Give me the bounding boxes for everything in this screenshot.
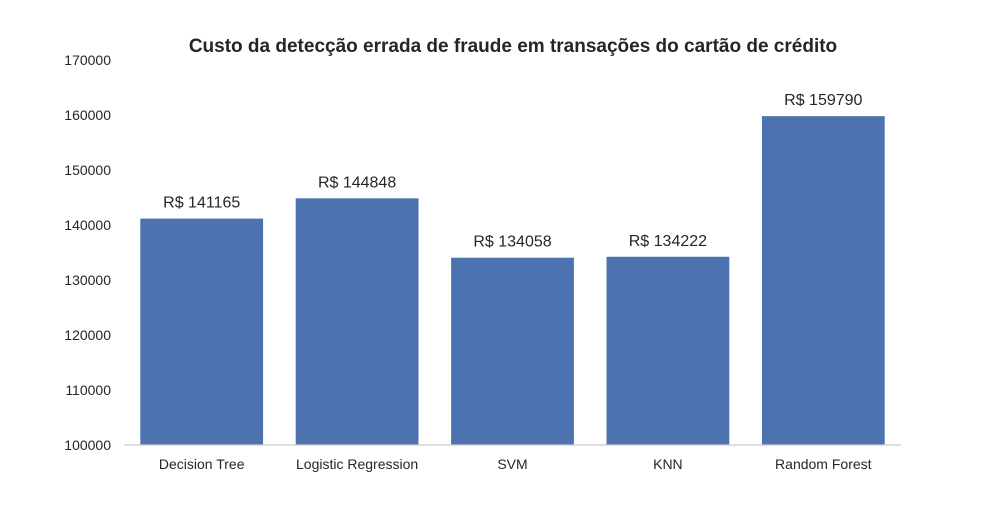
bar-value-label: R$ 141165 xyxy=(163,195,240,212)
x-tick-label: Decision Tree xyxy=(159,456,245,472)
bar-value-label: R$ 144848 xyxy=(318,174,396,191)
x-tick-label: SVM xyxy=(497,456,527,472)
y-tick-label: 150000 xyxy=(64,162,111,178)
y-tick-label: 130000 xyxy=(64,272,111,288)
y-tick-label: 120000 xyxy=(64,327,111,343)
y-tick-label: 160000 xyxy=(64,107,111,123)
bar xyxy=(140,218,264,445)
y-tick-label: 100000 xyxy=(64,437,111,453)
bar xyxy=(451,257,574,445)
bar-value-label: R$ 159790 xyxy=(784,92,862,109)
y-tick-label: 170000 xyxy=(64,52,111,68)
bar xyxy=(761,116,885,445)
x-axis-ticks: Decision Tree Logistic Regression SVM KNN Ra… xyxy=(159,456,872,472)
y-tick-label: 140000 xyxy=(64,217,111,233)
y-tick-label: 110000 xyxy=(65,382,111,398)
x-tick-label: Logistic Regression xyxy=(296,456,418,472)
bar xyxy=(295,198,419,445)
bar xyxy=(606,256,730,445)
x-tick-label: Random Forest xyxy=(775,456,872,472)
bars xyxy=(140,116,885,445)
chart-title: Custo da detecção errada de fraude em tr… xyxy=(189,36,837,57)
y-axis-ticks: 100000 110000 120000 130000 140000 150000 1600… xyxy=(64,52,111,453)
x-tick-label: KNN xyxy=(653,456,683,472)
data-labels: R$ 141165 R$ 144848 R$ 134058 R$ 134222 R$ 1… xyxy=(163,92,862,251)
bar-value-label: R$ 134058 xyxy=(473,234,551,251)
bar-value-label: R$ 134222 xyxy=(629,233,707,250)
